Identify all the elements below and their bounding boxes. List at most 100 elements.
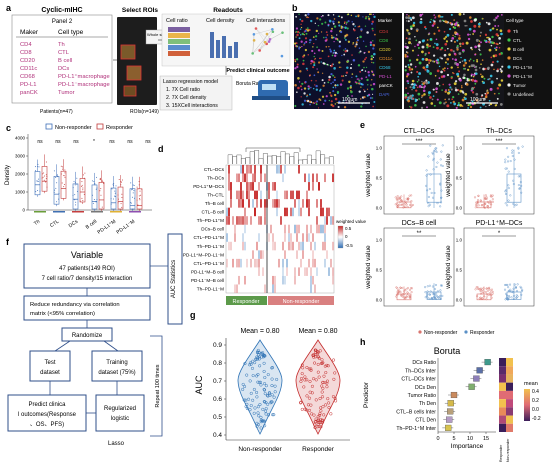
marker-cell [351, 21, 353, 23]
celltype-cell [495, 48, 498, 51]
e-point [512, 287, 515, 290]
celltype-cell [435, 59, 438, 62]
panel-e-letter: e [360, 120, 365, 130]
predict-l3: 、OS、PFS) [30, 422, 64, 428]
heatmap-cell [238, 199, 240, 208]
celltype-cell [495, 42, 498, 45]
e-point [479, 199, 482, 202]
celltype-cell [494, 25, 497, 27]
e-point [435, 165, 438, 168]
celltype-cell [407, 20, 410, 23]
marker-cell [333, 49, 336, 52]
c-point [38, 180, 40, 182]
heatmap-cell [276, 165, 278, 174]
lasso-label: Lasso [108, 441, 125, 447]
h-colorbar-title: mean [524, 381, 538, 387]
celltype-cell [407, 92, 409, 95]
celltype-cell [498, 46, 501, 49]
g-point [301, 366, 305, 370]
c-point [63, 183, 65, 185]
heatmap-cell [262, 267, 264, 276]
g-point [319, 421, 323, 425]
celltype-cell [478, 67, 481, 69]
c-xtick-label: Th [33, 219, 41, 227]
h-heat-cell [506, 390, 513, 400]
e-point [512, 202, 515, 205]
marker-cell [347, 13, 350, 16]
g-point [300, 407, 304, 411]
celltype-cell [449, 86, 452, 89]
e-point [511, 155, 514, 158]
celltype-legend-dot [507, 47, 511, 51]
heatmap-cell [282, 267, 284, 276]
celltype-cell [459, 78, 462, 82]
celltype-cell [423, 81, 426, 83]
heatmap-cell [274, 241, 276, 251]
celltype-cell [479, 106, 482, 109]
g-point [329, 412, 333, 416]
marker-cell [330, 100, 333, 103]
celltype-cell [438, 77, 441, 79]
heatmap-cell [272, 275, 274, 285]
e-point [516, 283, 519, 286]
celltype-legend-item: Th [513, 29, 519, 34]
marker-cell [365, 66, 368, 69]
g-point [317, 355, 321, 359]
celltype-cell [483, 97, 487, 101]
heatmap-cell [230, 199, 232, 208]
marker-cell [371, 93, 374, 95]
celltype-cell [429, 38, 432, 41]
celltype-cell [426, 43, 429, 47]
marker-cell [359, 35, 362, 39]
legend-nonresponder: Non-responder [55, 125, 92, 131]
celltype-cell [495, 33, 499, 36]
c-point [37, 178, 39, 180]
heatmap-cell [326, 250, 328, 259]
h-predictor-label: Th Den [419, 401, 436, 407]
heatmap-cell [240, 182, 242, 191]
rois-label: ROIs(n=149) [130, 109, 159, 115]
marker-cell [313, 74, 316, 77]
e-sig-label: *** [415, 139, 423, 145]
h-heat-cell [499, 399, 506, 408]
heatmap-cell [300, 258, 302, 268]
c-sig-label: ns [55, 139, 61, 145]
marker-cell [325, 36, 327, 39]
dendrogram-branch [315, 150, 321, 164]
g-point [320, 361, 324, 365]
c-point [133, 190, 135, 192]
celltype-cell [412, 21, 416, 25]
e-ylabel: weighted value [445, 245, 452, 290]
c-point [138, 181, 140, 183]
heatmap-cell [238, 173, 240, 183]
celltype-cell [406, 29, 409, 32]
celltype-cell [405, 87, 407, 89]
marker-cell [332, 14, 335, 16]
auc-stats-text: AUC Statistics [171, 260, 177, 298]
marker-cell [344, 50, 347, 53]
marker-cell [346, 27, 349, 30]
celltype-cell [482, 67, 485, 71]
g-point [303, 378, 307, 382]
celltype-cell [458, 52, 462, 55]
celltype-cell [417, 75, 420, 78]
celltype-cell [496, 77, 498, 80]
g-point [252, 411, 256, 415]
celltype-cell [479, 35, 482, 37]
network-node [254, 27, 258, 30]
e-point [433, 191, 436, 194]
marker-cell [338, 66, 341, 68]
celltype-cell [456, 46, 459, 49]
celltype-cell [433, 32, 436, 35]
marker-cell [301, 45, 303, 48]
celltype-cell [448, 83, 451, 86]
celltype-cell [440, 70, 443, 74]
celltype-cell [433, 20, 436, 23]
e-point [518, 187, 521, 190]
c-point [131, 196, 133, 198]
e-point [402, 206, 405, 209]
cell-interactions-thumbnail [251, 27, 284, 58]
